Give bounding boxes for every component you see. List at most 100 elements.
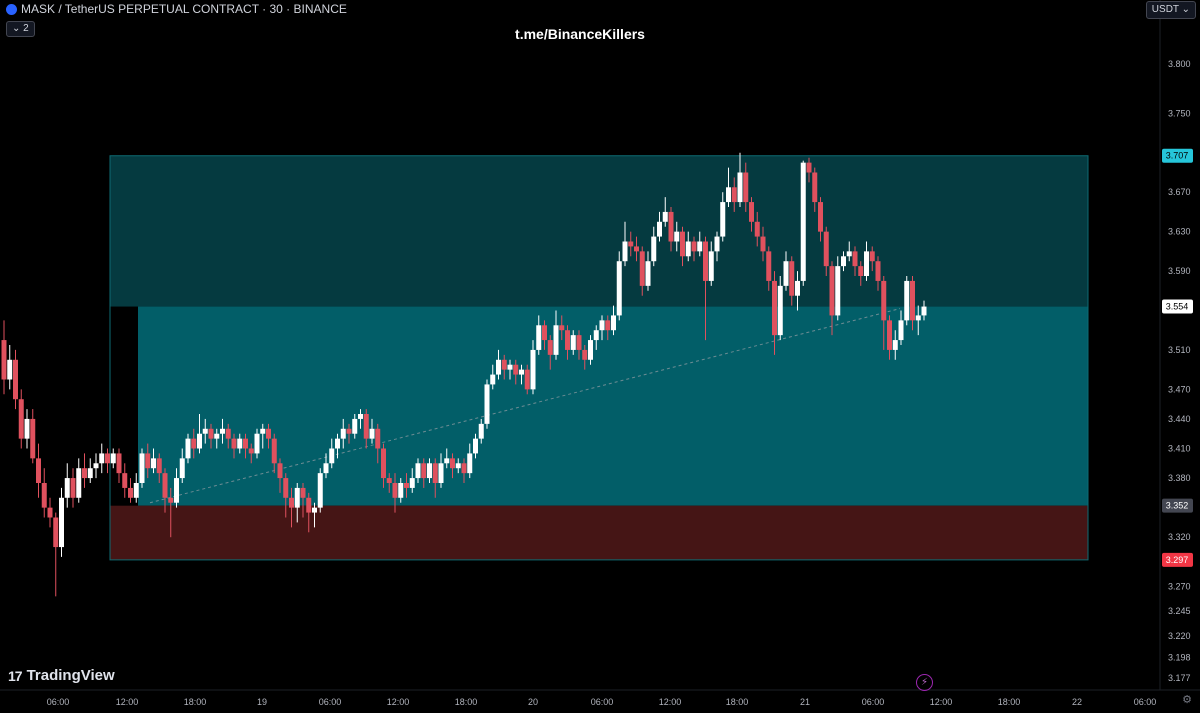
candle: [41, 468, 47, 518]
x-tick-label: 20: [528, 697, 538, 707]
candle-body: [593, 330, 599, 341]
candle: [340, 418, 346, 449]
candle-body: [156, 458, 162, 474]
tradingview-logo[interactable]: 17 TradingView: [8, 667, 115, 684]
candle: [697, 231, 703, 257]
candle: [789, 256, 795, 306]
candle: [312, 502, 317, 528]
price-scale[interactable]: 3.8503.8003.7503.7103.6703.6303.5903.550…: [1168, 10, 1191, 683]
x-tick-label: 18:00: [184, 697, 207, 707]
candle-body: [720, 202, 726, 237]
gear-icon[interactable]: ⚙: [1182, 694, 1192, 706]
bolt-icon[interactable]: ⚡: [916, 674, 933, 691]
x-tick-label: 06:00: [862, 697, 885, 707]
candle: [668, 207, 674, 252]
candle-body: [812, 172, 818, 203]
candle-body: [852, 251, 858, 267]
candle-body: [864, 251, 869, 276]
candle-body: [754, 221, 760, 237]
candle: [662, 197, 668, 227]
candle-body: [858, 266, 864, 276]
candle-body: [892, 340, 898, 350]
candle: [369, 418, 375, 444]
candle: [254, 428, 260, 459]
candle: [484, 379, 490, 429]
candle-body: [243, 438, 248, 449]
candle-body: [260, 428, 266, 434]
indicators-toggle-button[interactable]: ⌄ 2: [6, 21, 35, 37]
candle-body: [818, 202, 823, 232]
y-tick-label: 3.510: [1168, 345, 1191, 355]
candle: [432, 458, 438, 498]
candle-body: [375, 428, 381, 449]
symbol-title: MASK / TetherUS PERPETUAL CONTRACT · 30 …: [21, 2, 347, 16]
candle-body: [846, 251, 852, 257]
candle: [7, 345, 13, 390]
tradingview-mark-icon: 17: [8, 667, 23, 684]
candle: [593, 325, 599, 350]
currency-select[interactable]: USDT ⌄: [1145, 1, 1196, 19]
candle-body: [519, 369, 524, 375]
candle-body: [248, 448, 254, 454]
candle: [818, 197, 823, 242]
candle-body: [501, 359, 507, 370]
candle-body: [340, 428, 346, 439]
candle-body: [777, 285, 783, 336]
candle-body: [611, 315, 616, 331]
y-tick-label: 3.590: [1168, 266, 1191, 276]
candle: [835, 256, 841, 321]
candle-body: [657, 221, 662, 237]
candle-body: [421, 463, 427, 479]
candle: [501, 354, 507, 380]
zone-entry: [138, 306, 1088, 506]
candle: [248, 443, 254, 464]
candle: [283, 473, 289, 518]
candle-body: [128, 487, 133, 498]
candle-body: [358, 414, 363, 419]
candle-body: [254, 433, 260, 454]
symbol-logo-icon: [6, 3, 17, 15]
candle: [639, 246, 645, 296]
candle-body: [432, 463, 438, 483]
candle-body: [484, 384, 490, 424]
price-label-bg: [1162, 299, 1193, 314]
price-label-bg: [1162, 498, 1193, 513]
candle-body: [369, 428, 375, 439]
candle: [680, 226, 685, 267]
zone-upper: [110, 155, 1088, 307]
y-tick-label: 3.800: [1168, 59, 1191, 69]
candle: [628, 231, 634, 257]
x-tick-label: 06:00: [47, 697, 70, 707]
symbol-header[interactable]: MASK / TetherUS PERPETUAL CONTRACT · 30 …: [6, 2, 347, 16]
candle: [674, 221, 680, 252]
candle: [231, 433, 237, 459]
candle: [392, 473, 398, 513]
time-scale[interactable]: 06:00 12:00 18:00 19 06:00 12:00 18:00 20 06:00 1…: [47, 697, 1157, 707]
candle-body: [392, 483, 398, 498]
candle: [116, 448, 122, 483]
candle-body: [145, 453, 151, 469]
x-tick-label: 22: [1072, 697, 1082, 707]
y-tick-label: 3.470: [1168, 384, 1191, 394]
candle-body: [82, 468, 87, 479]
candle: [743, 162, 749, 212]
candle-body: [651, 236, 657, 262]
candle-body: [599, 320, 605, 331]
candle: [352, 414, 358, 439]
candle-body: [645, 261, 651, 286]
candle-body: [524, 369, 530, 390]
candle: [59, 487, 64, 557]
candle-body: [1, 340, 7, 380]
candle-body: [823, 231, 829, 267]
candle: [76, 458, 82, 503]
candle: [185, 433, 191, 464]
candle: [24, 409, 30, 449]
candle: [202, 418, 208, 444]
candle-body: [116, 453, 122, 474]
candle: [800, 160, 806, 286]
candle: [99, 443, 105, 474]
candle-body: [174, 478, 179, 503]
candle-body: [530, 349, 536, 390]
candle-body: [133, 483, 139, 498]
